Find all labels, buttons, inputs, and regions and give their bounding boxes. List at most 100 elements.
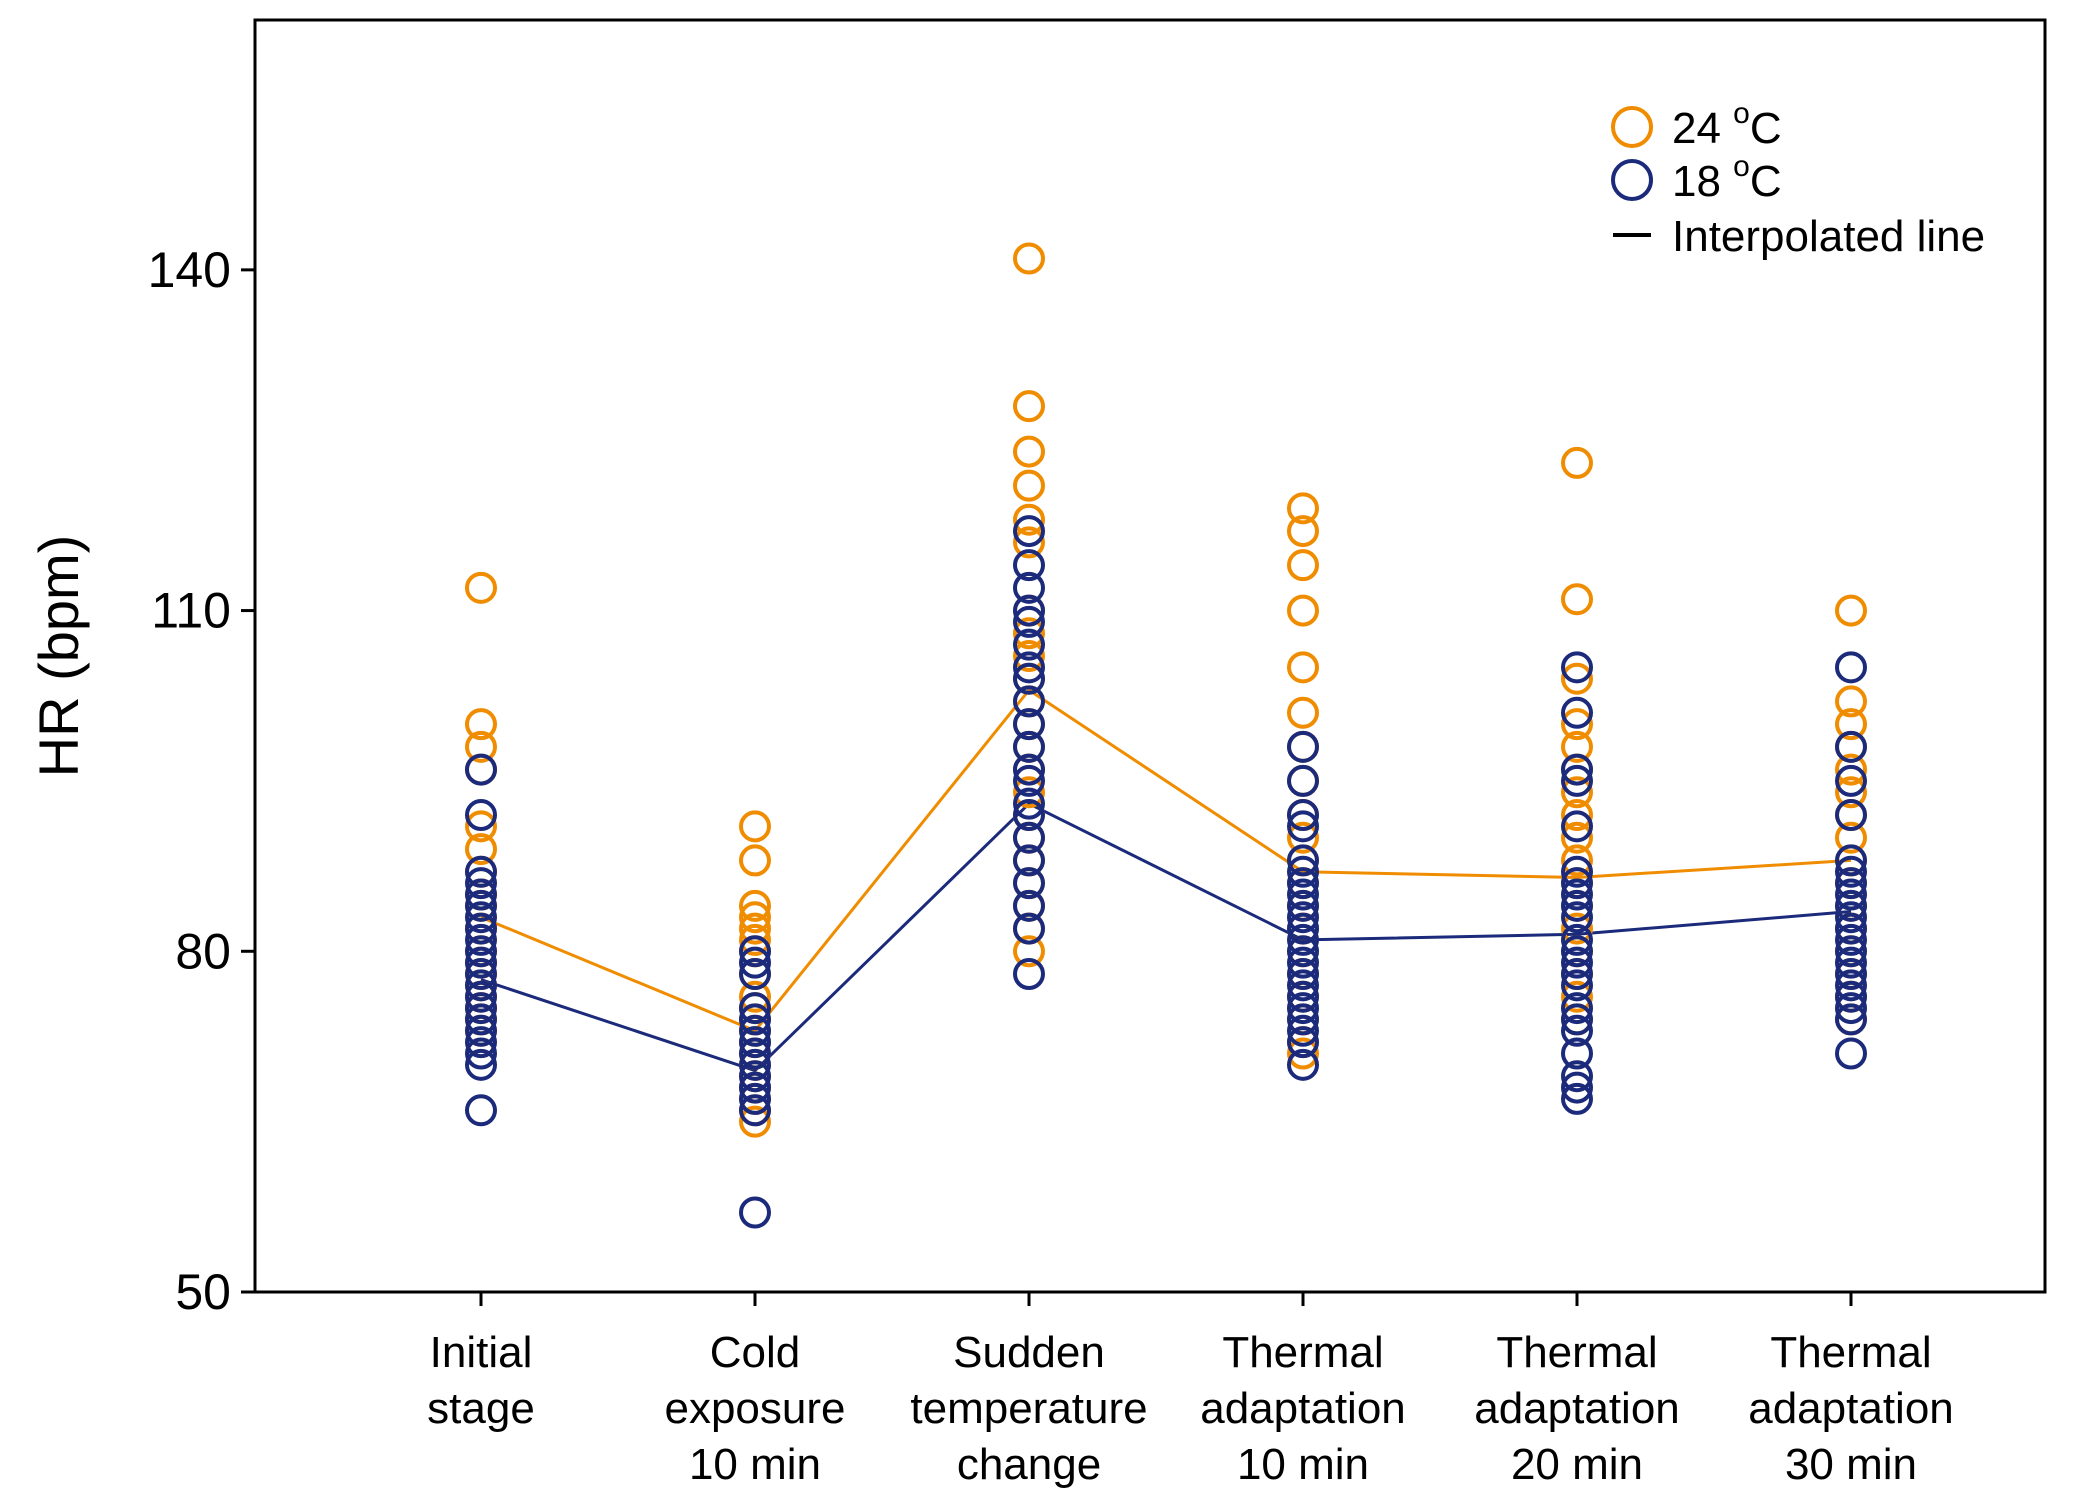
point-s1-c1-8 (739, 1048, 771, 1081)
point-s1-c3-8 (1287, 889, 1319, 922)
x-tick-label-5-1: adaptation (1748, 1384, 1954, 1433)
x-tick-label-4-0: Thermal (1496, 1328, 1657, 1377)
point-s0-c3-4 (1287, 651, 1319, 684)
point-s1-c2-12 (1013, 764, 1045, 797)
point-s1-c5-11 (1835, 923, 1867, 956)
point-s1-c4-14 (1561, 969, 1593, 1002)
point-s0-c1-19 (739, 1105, 771, 1138)
point-s1-c2-7 (1013, 662, 1045, 695)
point-s0-c1-2 (739, 889, 771, 922)
point-s1-c2-9 (1013, 708, 1045, 741)
point-s1-c0-12 (465, 969, 497, 1002)
point-s1-c3-13 (1287, 946, 1319, 979)
point-s0-c1-0 (739, 810, 771, 843)
point-s1-c2-2 (1013, 571, 1045, 604)
point-s1-c3-6 (1287, 867, 1319, 900)
plot-frame (253, 18, 2047, 1294)
point-s1-c0-17 (465, 1026, 497, 1059)
point-s1-c4-20 (1561, 1071, 1593, 1104)
point-s1-c0-8 (465, 923, 497, 956)
point-s1-c4-10 (1561, 923, 1593, 956)
point-s1-c3-9 (1287, 901, 1319, 934)
point-s0-c1-3 (739, 901, 771, 934)
point-s1-c4-2 (1561, 753, 1593, 786)
legend-marker-0 (1611, 106, 1653, 148)
y-tick-label-80: 80 (175, 923, 231, 979)
x-tick-label-2-1: temperature (910, 1384, 1147, 1433)
point-s1-c0-7 (465, 912, 497, 945)
point-s1-c3-10 (1287, 912, 1319, 945)
point-s1-c5-4 (1835, 844, 1867, 877)
point-s0-c2-1 (1013, 390, 1045, 423)
point-s1-c5-16 (1835, 980, 1867, 1013)
point-s1-c0-14 (465, 992, 497, 1025)
point-s1-c2-0 (1013, 515, 1045, 548)
point-s1-c3-4 (1287, 844, 1319, 877)
point-s1-c0-6 (465, 901, 497, 934)
point-s1-c0-4 (465, 878, 497, 911)
point-s0-c2-4 (1013, 503, 1045, 536)
point-s1-c3-3 (1287, 810, 1319, 843)
point-s1-c3-18 (1287, 1003, 1319, 1036)
point-s0-c4-4 (1561, 730, 1593, 763)
point-s1-c5-6 (1835, 867, 1867, 900)
point-s1-c2-15 (1013, 821, 1045, 854)
x-tick-label-0-0: Initial (430, 1328, 533, 1377)
point-s0-c2-0 (1013, 242, 1045, 275)
point-s1-c1-12 (739, 1094, 771, 1127)
point-s1-c4-11 (1561, 935, 1593, 968)
point-s1-c3-1 (1287, 764, 1319, 797)
point-s1-c1-9 (739, 1060, 771, 1093)
x-tick-label-0-1: stage (427, 1384, 535, 1433)
point-s1-c2-19 (1013, 912, 1045, 945)
point-s1-c2-16 (1013, 844, 1045, 877)
point-s1-c4-16 (1561, 1003, 1593, 1036)
point-s0-c5-5 (1835, 776, 1867, 809)
point-s1-c5-15 (1835, 969, 1867, 1002)
point-s1-c0-9 (465, 935, 497, 968)
point-s1-c5-14 (1835, 958, 1867, 990)
point-s1-c0-15 (465, 1003, 497, 1036)
point-s1-c5-0 (1835, 651, 1867, 684)
point-s1-c4-6 (1561, 867, 1593, 900)
point-s0-c0-5 (465, 833, 497, 866)
point-s0-c2-3 (1013, 469, 1045, 502)
x-tick-label-2-2: change (957, 1440, 1101, 1489)
point-s1-c4-17 (1561, 1014, 1593, 1047)
point-s1-c3-5 (1287, 855, 1319, 888)
point-s0-c3-0 (1287, 492, 1319, 525)
point-s1-c2-1 (1013, 549, 1045, 582)
point-s1-c4-12 (1561, 946, 1593, 979)
point-s0-c1-4 (739, 912, 771, 945)
point-s1-c2-18 (1013, 889, 1045, 922)
point-s0-c0-2 (465, 730, 497, 763)
point-s0-c4-3 (1561, 708, 1593, 741)
x-tick-label-3-1: adaptation (1200, 1384, 1406, 1433)
x-tick-label-5-2: 30 min (1785, 1440, 1917, 1489)
point-s1-c2-11 (1013, 753, 1045, 786)
point-s1-c3-15 (1287, 969, 1319, 1002)
point-s1-c1-5 (739, 1014, 771, 1047)
point-s1-c2-8 (1013, 685, 1045, 718)
point-s1-c1-6 (739, 1026, 771, 1059)
point-s0-c2-7 (1013, 617, 1045, 650)
point-s1-c4-8 (1561, 889, 1593, 922)
point-s0-c5-7 (1835, 821, 1867, 854)
point-s1-c5-5 (1835, 855, 1867, 888)
point-s1-c4-9 (1561, 901, 1593, 934)
point-s1-c1-11 (739, 1082, 771, 1115)
x-tick-label-1-1: exposure (664, 1384, 845, 1433)
point-s1-c5-10 (1835, 912, 1867, 945)
point-s1-c2-17 (1013, 867, 1045, 900)
x-tick-label-3-2: 10 min (1237, 1440, 1369, 1489)
point-s1-c4-18 (1561, 1037, 1593, 1070)
point-s0-c4-15 (1561, 980, 1593, 1013)
point-s1-c2-6 (1013, 651, 1045, 684)
point-s0-c4-2 (1561, 662, 1593, 695)
legend-marker-1 (1611, 159, 1653, 201)
point-s1-c5-12 (1835, 935, 1867, 968)
point-s1-c5-7 (1835, 878, 1867, 911)
point-s1-c3-0 (1287, 730, 1319, 763)
point-s0-c3-2 (1287, 549, 1319, 582)
